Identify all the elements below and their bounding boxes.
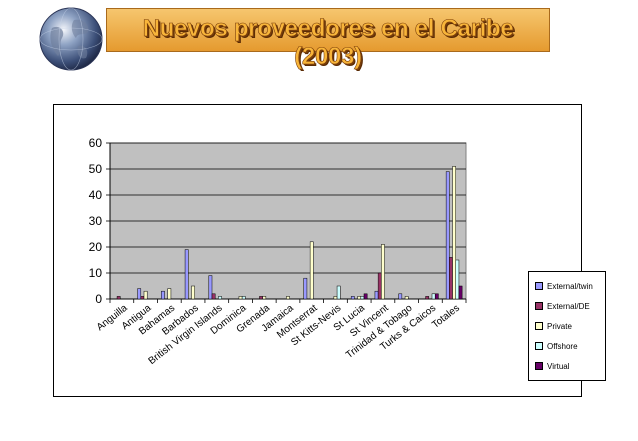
legend-swatch [535, 302, 543, 310]
legend-item: Private [535, 320, 572, 332]
bar [458, 285, 463, 300]
bar [455, 259, 460, 300]
bar [363, 293, 368, 300]
bar [350, 296, 355, 300]
y-tick-label: 50 [89, 162, 103, 176]
bar-chart: 0102030405060AnguillaAntiguaBahamasBarba… [89, 136, 467, 367]
globe-logo [39, 7, 103, 71]
bar [377, 272, 382, 300]
x-tick-label: Totales [430, 303, 462, 331]
bar [434, 293, 439, 300]
bar [211, 293, 216, 300]
bar [309, 241, 314, 300]
bar [452, 166, 456, 300]
legend-item: External/twin [535, 280, 593, 292]
legend-label: Private [547, 321, 572, 331]
y-tick-label: 30 [89, 214, 103, 228]
bar [184, 249, 189, 300]
bar [238, 296, 243, 300]
bar [259, 296, 263, 300]
legend-swatch [535, 322, 543, 330]
y-tick-label: 0 [95, 292, 102, 306]
page-title: Nuevos proveedores en el Caribe (2003) [142, 15, 514, 71]
bar [303, 277, 308, 300]
legend-item: Virtual [535, 360, 570, 372]
bar [449, 257, 453, 300]
bar [167, 288, 172, 300]
bar [374, 290, 379, 300]
bar [357, 296, 362, 300]
bar [140, 296, 145, 300]
bar [333, 296, 338, 300]
bar [404, 296, 409, 300]
bar [241, 296, 246, 300]
legend-item: External/DE [535, 300, 590, 312]
legend-swatch [535, 342, 543, 350]
bar [398, 293, 403, 300]
y-tick-label: 40 [89, 188, 103, 202]
bar [431, 293, 436, 300]
y-tick-label: 10 [89, 266, 103, 280]
bar [137, 288, 142, 300]
bar [116, 296, 121, 300]
y-tick-label: 60 [89, 136, 103, 150]
bar [286, 296, 290, 300]
title-banner [106, 8, 550, 52]
chart-frame: 0 10 20 30 40 50 60 Anguilla Antigua Bahamas Barba… [53, 104, 606, 397]
bar [360, 296, 365, 300]
legend-item: Offshore [535, 340, 578, 352]
legend-label: External/twin [547, 281, 593, 291]
legend-label: External/DE [547, 301, 590, 311]
legend-swatch [535, 282, 543, 290]
legend-swatch [535, 362, 543, 370]
bar [218, 296, 222, 300]
chart-legend: External/twin External/DE Private Offshore V… [528, 271, 606, 381]
bar [336, 285, 341, 300]
bar [208, 275, 213, 300]
y-tick-label: 20 [89, 240, 103, 254]
bar [191, 285, 195, 300]
bar [143, 290, 148, 300]
bar [381, 244, 385, 300]
bar [262, 296, 267, 300]
bar [445, 171, 450, 300]
bar [161, 290, 165, 300]
legend-label: Offshore [547, 341, 578, 351]
legend-label: Virtual [547, 361, 570, 371]
bar [425, 296, 430, 300]
